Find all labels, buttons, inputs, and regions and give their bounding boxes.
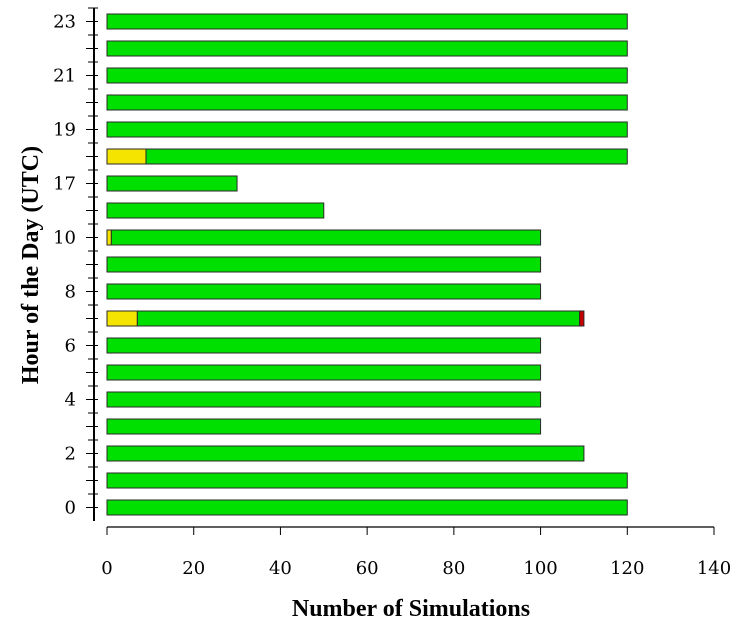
y-tick-label: 23	[53, 12, 76, 33]
bar-hour-17-segment-1	[106, 175, 238, 192]
bar-hour-21-segment-1	[106, 67, 628, 84]
y-tick-label: 0	[65, 498, 76, 519]
bar-hour-7-segment-1	[136, 310, 581, 327]
bar-hour-8-segment-1	[106, 283, 542, 300]
x-tick-label: 0	[101, 558, 112, 579]
y-axis-title: Hour of the Day (UTC)	[18, 146, 44, 384]
bar-hour-1-segment-1	[106, 472, 628, 489]
bar-hour-6-segment-1	[106, 337, 542, 354]
y-tick-label: 4	[65, 390, 76, 411]
bar-hour-7-segment-2	[579, 310, 585, 327]
x-axis-ticks: 0 20 40 60 80 100 120 140	[101, 527, 731, 579]
bar-hour-18-segment-1	[145, 148, 628, 165]
x-tick-label: 40	[269, 558, 292, 579]
x-tick-label: 140	[697, 558, 731, 579]
bar-hour-22-segment-1	[106, 40, 628, 57]
bar-hour-16-segment-1	[106, 202, 325, 219]
bar-hour-4-segment-1	[106, 391, 542, 408]
y-tick-label: 8	[65, 282, 76, 303]
bar-hour-10-segment-0	[106, 229, 112, 246]
bar-hour-9-segment-1	[106, 256, 542, 273]
x-tick-label: 80	[442, 558, 465, 579]
bar-hour-3-segment-1	[106, 418, 542, 435]
y-tick-label: 2	[65, 444, 76, 465]
x-tick-label: 60	[356, 558, 379, 579]
bar-hour-23-segment-1	[106, 13, 628, 30]
x-tick-label: 120	[610, 558, 644, 579]
x-axis-title: Number of Simulations	[292, 596, 530, 620]
bars-layer	[106, 13, 628, 516]
bar-hour-18-segment-0	[106, 148, 147, 165]
y-axis-ticks: 0 2 4 6 8 10 17 19 21 23	[53, 7, 98, 519]
bar-hour-5-segment-1	[106, 364, 542, 381]
y-tick-label: 17	[53, 174, 76, 195]
bar-hour-7-segment-0	[106, 310, 138, 327]
x-tick-label: 100	[523, 558, 557, 579]
y-tick-label: 10	[53, 228, 76, 249]
x-tick-label: 20	[182, 558, 205, 579]
bar-hour-19-segment-1	[106, 121, 628, 138]
bar-hour-2-segment-1	[106, 445, 585, 462]
y-tick-label: 19	[53, 120, 76, 141]
bar-hour-10-segment-1	[110, 229, 542, 246]
bar-hour-0-segment-1	[106, 499, 628, 516]
y-tick-label: 6	[65, 336, 76, 357]
bar-hour-20-segment-1	[106, 94, 628, 111]
y-tick-label: 21	[53, 66, 76, 87]
